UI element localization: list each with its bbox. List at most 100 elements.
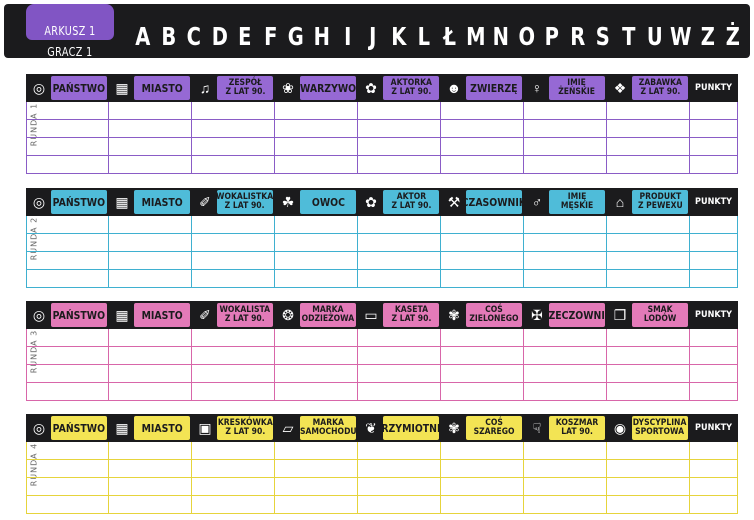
answer-cell[interactable] (524, 216, 607, 234)
letter-button[interactable]: F (264, 21, 278, 51)
points-cell[interactable] (690, 252, 738, 270)
points-cell[interactable] (690, 120, 738, 138)
answer-cell[interactable] (441, 329, 524, 347)
letter-button[interactable]: S (596, 21, 611, 51)
answer-cell[interactable] (358, 156, 441, 174)
points-cell[interactable] (690, 383, 738, 401)
points-cell[interactable] (690, 347, 738, 365)
answer-cell[interactable] (524, 365, 607, 383)
letter-button[interactable]: J (369, 21, 377, 51)
answer-cell[interactable] (275, 156, 358, 174)
points-cell[interactable] (690, 216, 738, 234)
answer-cell[interactable] (192, 442, 275, 460)
answer-cell[interactable] (358, 383, 441, 401)
answer-cell[interactable] (275, 252, 358, 270)
answer-cell[interactable] (607, 347, 690, 365)
answer-cell[interactable] (358, 329, 441, 347)
answer-cell[interactable] (358, 138, 441, 156)
answer-cell[interactable] (607, 478, 690, 496)
answer-cell[interactable] (358, 478, 441, 496)
answer-cell[interactable] (607, 234, 690, 252)
answer-cell[interactable] (358, 120, 441, 138)
answer-cell[interactable] (524, 156, 607, 174)
answer-cell[interactable] (358, 252, 441, 270)
answer-cell[interactable] (192, 460, 275, 478)
answer-cell[interactable] (26, 442, 109, 460)
answer-cell[interactable] (524, 102, 607, 120)
answer-cell[interactable] (524, 460, 607, 478)
answer-cell[interactable] (275, 365, 358, 383)
answer-cell[interactable] (109, 496, 192, 514)
answer-cell[interactable] (524, 120, 607, 138)
answer-cell[interactable] (192, 329, 275, 347)
answer-cell[interactable] (192, 252, 275, 270)
points-cell[interactable] (690, 442, 738, 460)
letter-button[interactable]: C (186, 21, 202, 51)
answer-cell[interactable] (275, 216, 358, 234)
answer-cell[interactable] (441, 460, 524, 478)
answer-cell[interactable] (26, 138, 109, 156)
answer-cell[interactable] (192, 234, 275, 252)
letter-button[interactable]: D (211, 21, 228, 51)
answer-cell[interactable] (524, 329, 607, 347)
answer-cell[interactable] (26, 478, 109, 496)
answer-cell[interactable] (109, 216, 192, 234)
answer-cell[interactable] (192, 270, 275, 288)
answer-cell[interactable] (26, 460, 109, 478)
answer-cell[interactable] (607, 460, 690, 478)
answer-cell[interactable] (192, 102, 275, 120)
answer-cell[interactable] (607, 365, 690, 383)
answer-cell[interactable] (441, 442, 524, 460)
answer-cell[interactable] (441, 252, 524, 270)
answer-cell[interactable] (441, 234, 524, 252)
answer-cell[interactable] (441, 478, 524, 496)
points-cell[interactable] (690, 156, 738, 174)
answer-cell[interactable] (358, 234, 441, 252)
answer-cell[interactable] (192, 347, 275, 365)
answer-cell[interactable] (192, 365, 275, 383)
answer-cell[interactable] (109, 252, 192, 270)
points-cell[interactable] (690, 234, 738, 252)
points-cell[interactable] (690, 496, 738, 514)
answer-cell[interactable] (607, 442, 690, 460)
answer-cell[interactable] (109, 102, 192, 120)
answer-cell[interactable] (441, 383, 524, 401)
letter-button[interactable]: T (622, 21, 636, 51)
letter-button[interactable]: M (465, 21, 486, 51)
answer-cell[interactable] (26, 252, 109, 270)
answer-cell[interactable] (109, 120, 192, 138)
points-cell[interactable] (690, 138, 738, 156)
answer-cell[interactable] (275, 347, 358, 365)
answer-cell[interactable] (192, 216, 275, 234)
answer-cell[interactable] (192, 478, 275, 496)
answer-cell[interactable] (275, 270, 358, 288)
answer-cell[interactable] (524, 478, 607, 496)
answer-cell[interactable] (26, 270, 109, 288)
sheet-tab[interactable] (26, 4, 114, 40)
answer-cell[interactable] (524, 347, 607, 365)
answer-cell[interactable] (275, 138, 358, 156)
answer-cell[interactable] (441, 120, 524, 138)
letter-button[interactable]: K (391, 21, 407, 51)
answer-cell[interactable] (524, 442, 607, 460)
answer-cell[interactable] (358, 442, 441, 460)
answer-cell[interactable] (607, 138, 690, 156)
answer-cell[interactable] (607, 102, 690, 120)
answer-cell[interactable] (607, 270, 690, 288)
answer-cell[interactable] (607, 329, 690, 347)
points-cell[interactable] (690, 365, 738, 383)
answer-cell[interactable] (524, 383, 607, 401)
answer-cell[interactable] (607, 496, 690, 514)
answer-cell[interactable] (358, 496, 441, 514)
answer-cell[interactable] (26, 216, 109, 234)
answer-cell[interactable] (358, 216, 441, 234)
letter-button[interactable]: I (343, 21, 352, 51)
answer-cell[interactable] (275, 102, 358, 120)
answer-cell[interactable] (192, 138, 275, 156)
points-cell[interactable] (690, 102, 738, 120)
answer-cell[interactable] (275, 496, 358, 514)
answer-cell[interactable] (109, 156, 192, 174)
answer-cell[interactable] (275, 329, 358, 347)
letter-button[interactable]: N (492, 21, 510, 51)
answer-cell[interactable] (441, 347, 524, 365)
